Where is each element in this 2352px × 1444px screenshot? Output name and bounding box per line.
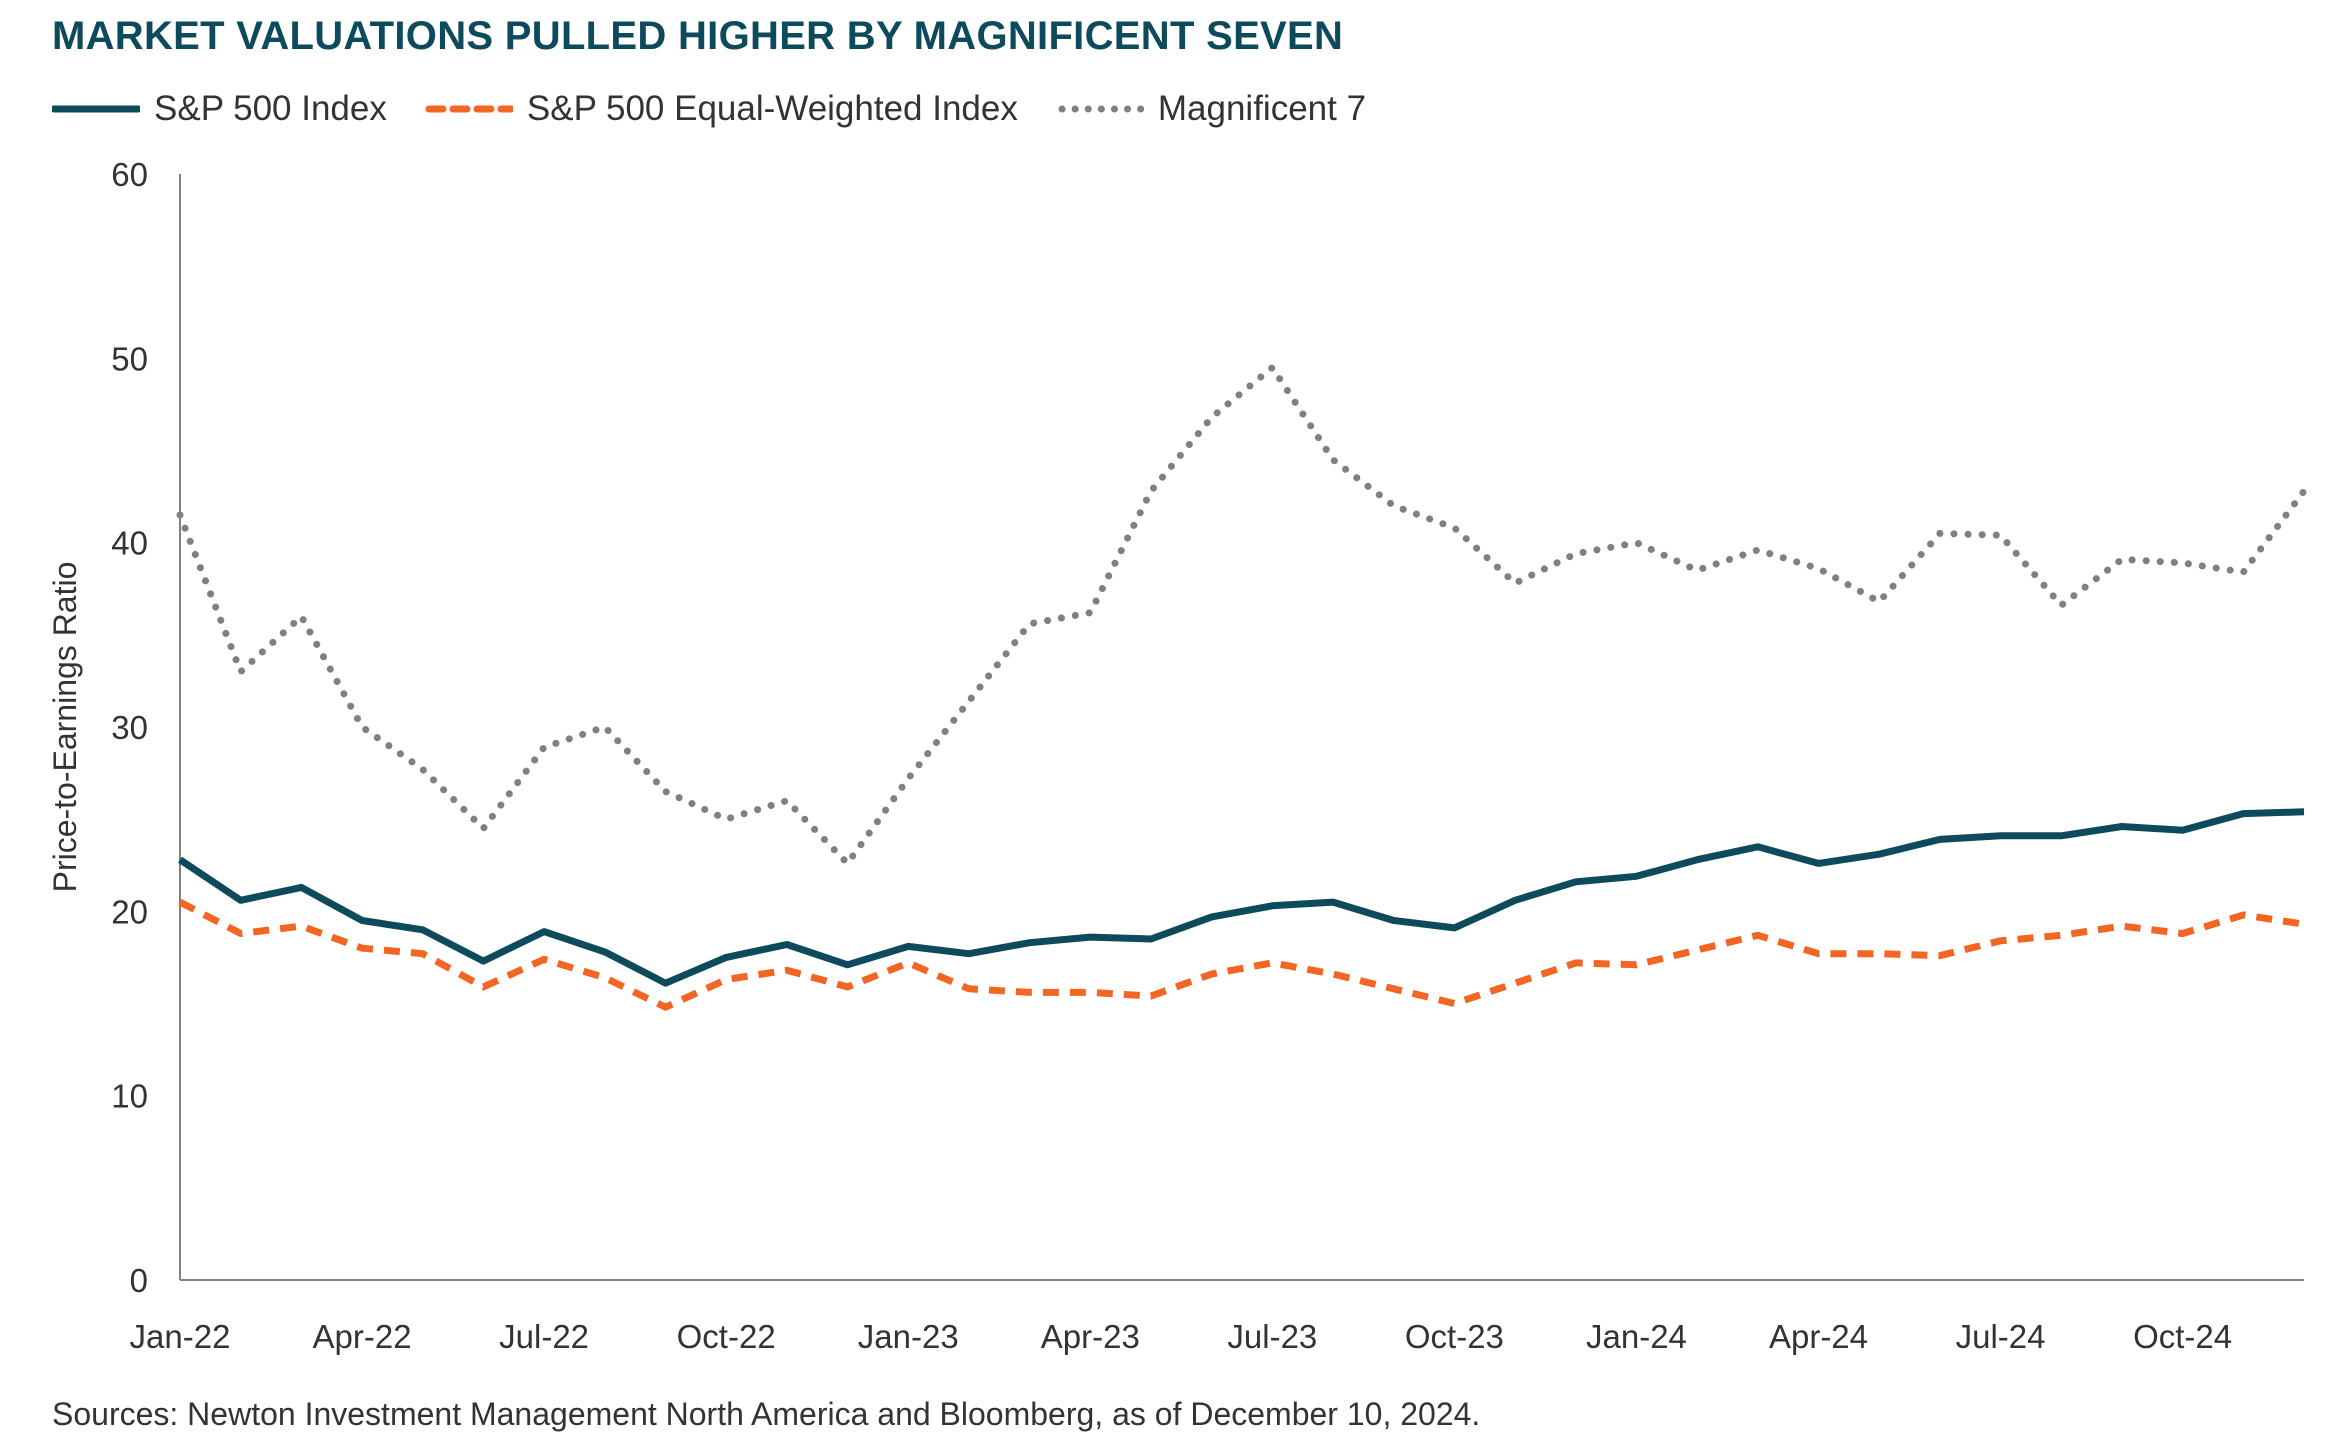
source-note: Sources: Newton Investment Management No…	[52, 1396, 1481, 1432]
legend-item-magnificent-7: Magnificent 7	[1056, 89, 1366, 129]
y-tick-label: 40	[111, 525, 148, 562]
x-tick-label: Apr-24	[1769, 1318, 1868, 1355]
x-tick-label: Jul-23	[1227, 1318, 1317, 1355]
legend-label-sp500-equal-weighted: S&P 500 Equal-Weighted Index	[526, 89, 1018, 128]
x-tick-label: Jul-22	[499, 1318, 589, 1355]
y-tick-label: 20	[111, 893, 148, 930]
legend-item-sp500-equal-weighted: S&P 500 Equal-Weighted Index	[425, 89, 1018, 129]
legend-label-magnificent-7: Magnificent 7	[1157, 89, 1367, 128]
legend-label-sp500: S&P 500 Index	[154, 89, 387, 128]
chart-title: MARKET VALUATIONS PULLED HIGHER BY MAGNI…	[52, 14, 1344, 58]
legend-swatch-sp500-equal-weighted	[425, 105, 513, 113]
legend-swatch-sp500	[52, 105, 140, 113]
legend-item-sp500: S&P 500 Index	[52, 89, 387, 129]
x-tick-label: Jan-24	[1586, 1318, 1687, 1355]
x-tick-label: Oct-23	[1405, 1318, 1504, 1355]
y-tick-label: 30	[111, 709, 148, 746]
y-tick-label: 0	[130, 1262, 148, 1299]
x-tick-label: Apr-22	[313, 1318, 412, 1355]
y-tick-label: 50	[111, 340, 148, 377]
x-tick-label: Jan-23	[858, 1318, 959, 1355]
x-tick-label: Oct-24	[2133, 1318, 2232, 1355]
y-tick-label: 10	[111, 1078, 148, 1115]
x-tick-label: Jan-22	[130, 1318, 231, 1355]
series-line-sp500-equal-weighted	[178, 898, 2305, 1011]
series-line-sp500	[178, 808, 2305, 987]
legend: S&P 500 Index S&P 500 Equal-Weighted Ind…	[52, 84, 1404, 134]
plot-area: 0 10 20 30 40 50 60 Jan-22 Apr-22 Jul-22 Oct-22 Jan…	[47, 156, 2308, 1355]
x-tick-label: Apr-23	[1041, 1318, 1140, 1355]
series-line-magnificent-7	[176, 364, 2308, 867]
x-tick-label: Jul-24	[1956, 1318, 2046, 1355]
legend-swatch-magnificent-7	[1058, 105, 1144, 113]
y-tick-label: 60	[111, 156, 148, 193]
x-tick-label: Oct-22	[677, 1318, 776, 1355]
y-axis-title: Price-to-Earnings Ratio	[47, 562, 83, 893]
